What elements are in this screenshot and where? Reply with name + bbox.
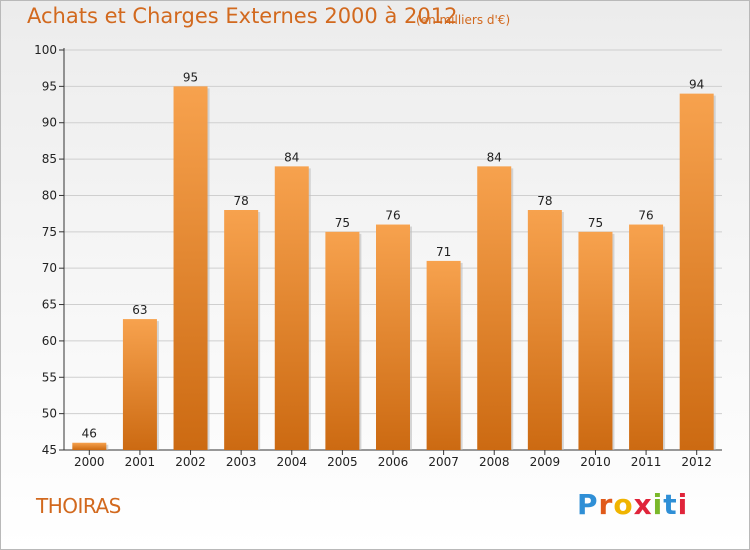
bar-2001 <box>122 319 157 450</box>
x-tick-label: 2007 <box>428 455 459 469</box>
bar-2003 <box>224 210 259 450</box>
y-tick-label: 55 <box>42 370 57 384</box>
y-tick-label: 95 <box>42 79 57 93</box>
y-tick-label: 65 <box>42 298 57 312</box>
x-tick-label: 2010 <box>580 455 611 469</box>
brand-letter: i <box>652 488 664 521</box>
bar-value-label: 84 <box>487 150 502 164</box>
y-tick-label: 75 <box>42 225 57 239</box>
bar-value-label: 78 <box>537 194 552 208</box>
bar-value-label: 78 <box>234 194 249 208</box>
x-tick-label: 2004 <box>276 455 307 469</box>
brand-logo[interactable]: Proxiti <box>577 488 688 521</box>
bar-2005 <box>325 231 360 450</box>
x-tick-label: 2008 <box>479 455 510 469</box>
y-tick-label: 60 <box>42 334 57 348</box>
bar-2006 <box>376 224 410 450</box>
bar-value-label: 76 <box>638 209 653 223</box>
bar-value-label: 71 <box>436 245 451 259</box>
x-tick-label: 2009 <box>530 455 561 469</box>
bar-value-label: 76 <box>385 209 400 223</box>
y-tick-label: 50 <box>42 407 57 421</box>
x-tick-label: 2005 <box>327 455 358 469</box>
bar-value-label: 95 <box>183 70 198 84</box>
brand-letter: r <box>598 488 614 521</box>
place-name: THOIRAS <box>36 494 121 518</box>
x-tick-label: 2006 <box>378 455 409 469</box>
x-tick-label: 2000 <box>74 455 105 469</box>
brand-letter: P <box>577 488 599 521</box>
bar-value-label: 84 <box>284 150 299 164</box>
bar-2011 <box>629 224 664 450</box>
bar-2000 <box>72 442 107 450</box>
y-tick-label: 100 <box>34 43 57 57</box>
bar-2004 <box>274 166 309 450</box>
bar-2002 <box>173 86 208 450</box>
y-tick-label: 80 <box>42 188 57 202</box>
brand-letter: o <box>613 488 634 521</box>
chart-title: Achats et Charges Externes 2000 à 2012 <box>27 4 458 28</box>
bar-value-label: 94 <box>689 78 704 92</box>
axis-layer: 45 50 55 60 65 70 75 80 85 90 95 100 <box>34 43 722 457</box>
y-tick-label: 70 <box>42 261 57 275</box>
bar-2007 <box>426 260 461 450</box>
x-tick-label: 2011 <box>631 455 662 469</box>
x-tick-label: 2012 <box>681 455 712 469</box>
bar-2010 <box>578 231 613 450</box>
bar-value-label: 46 <box>82 427 97 441</box>
bar-2012 <box>679 93 714 451</box>
brand-letter: t <box>663 488 678 521</box>
y-tick-label: 45 <box>42 443 57 457</box>
bar-layer <box>72 86 716 451</box>
x-tick-label: 2001 <box>125 455 156 469</box>
bar-2009 <box>527 210 562 450</box>
y-tick-label: 90 <box>42 116 57 130</box>
chart-subtitle: (en milliers d'€) <box>416 13 511 27</box>
x-tick-label: 2002 <box>175 455 206 469</box>
bar-2008 <box>477 166 512 450</box>
bar-value-label: 75 <box>335 216 350 230</box>
y-tick-label: 85 <box>42 152 57 166</box>
bar-value-label: 63 <box>132 303 147 317</box>
brand-letter: x <box>633 488 653 521</box>
x-tick-label: 2003 <box>226 455 257 469</box>
bar-value-label: 75 <box>588 216 603 230</box>
label-layer: 46 2000 63 2001 95 2002 78 2003 84 2004 75 2005 76 20… <box>74 70 712 469</box>
brand-letter: i <box>677 488 689 521</box>
